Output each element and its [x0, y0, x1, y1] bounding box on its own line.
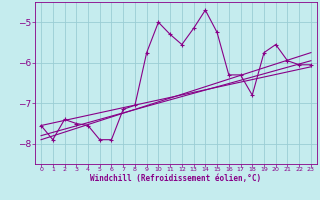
- X-axis label: Windchill (Refroidissement éolien,°C): Windchill (Refroidissement éolien,°C): [91, 174, 261, 183]
